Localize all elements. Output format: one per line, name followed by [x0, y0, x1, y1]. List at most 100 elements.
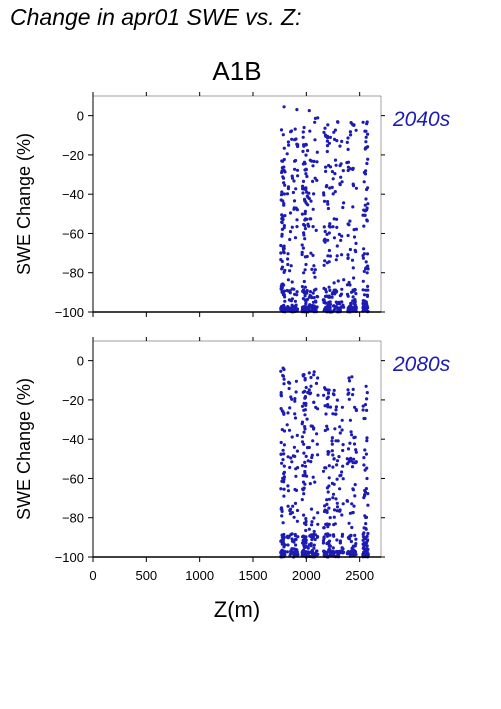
data-point [303, 294, 307, 298]
data-point [330, 449, 334, 453]
data-point [286, 185, 291, 189]
data-point [293, 416, 298, 420]
data-point [364, 550, 369, 554]
data-point [325, 139, 329, 143]
data-point [289, 264, 293, 268]
data-point [312, 271, 316, 275]
data-point [341, 169, 345, 173]
data-point [346, 447, 351, 451]
data-point [330, 442, 334, 446]
data-point [315, 160, 319, 164]
data-point [333, 306, 337, 310]
data-point [325, 184, 329, 188]
data-point [323, 404, 327, 408]
data-point [362, 180, 366, 184]
data-point [313, 120, 317, 124]
data-point [364, 384, 368, 388]
data-point [302, 541, 306, 545]
data-point [347, 280, 351, 285]
data-point [363, 537, 368, 541]
data-point [366, 186, 370, 190]
x-tick-label: 0 [89, 568, 96, 583]
data-point [364, 169, 368, 173]
data-point [282, 251, 286, 255]
data-point [314, 228, 318, 232]
data-point [280, 535, 284, 540]
data-point [308, 290, 312, 294]
data-point [282, 105, 286, 109]
data-point [362, 416, 366, 421]
data-point [330, 436, 334, 440]
data-point [331, 392, 335, 396]
data-point [306, 149, 310, 153]
data-point [288, 512, 292, 516]
data-point [326, 427, 330, 431]
data-point [340, 513, 344, 517]
data-point [295, 168, 300, 172]
data-point [335, 225, 339, 229]
data-point [283, 553, 287, 557]
data-point [366, 503, 370, 507]
y-tick-label: −80 [62, 266, 84, 281]
data-point [331, 412, 335, 416]
data-point [310, 523, 314, 527]
data-point [350, 258, 355, 262]
data-point [295, 449, 299, 453]
data-point [349, 534, 353, 538]
data-point [302, 373, 306, 377]
data-point [340, 287, 344, 291]
data-point [351, 461, 355, 465]
data-point [312, 264, 316, 268]
data-point [332, 508, 337, 512]
data-point [286, 489, 291, 493]
data-point [282, 472, 286, 476]
data-point [293, 127, 297, 131]
data-point [313, 268, 317, 272]
data-point [330, 481, 334, 485]
data-point [363, 213, 367, 217]
data-point [352, 123, 356, 127]
data-point [301, 179, 306, 183]
data-point [334, 439, 338, 443]
y-tick-label: 0 [77, 354, 84, 369]
data-point [364, 522, 368, 526]
data-point [306, 546, 310, 550]
data-point [346, 168, 350, 173]
data-point [337, 232, 341, 236]
data-point [365, 534, 369, 539]
data-point [365, 271, 369, 275]
data-point [337, 300, 341, 304]
data-point [365, 391, 369, 395]
data-point [325, 261, 329, 265]
data-point [354, 241, 358, 245]
data-point [325, 424, 329, 428]
data-point [310, 453, 314, 457]
data-point [338, 182, 342, 186]
data-point [362, 247, 366, 251]
data-point [326, 395, 330, 399]
data-point [303, 425, 307, 429]
data-point [328, 516, 332, 520]
data-point [366, 492, 370, 496]
data-point [351, 510, 355, 515]
data-point [328, 135, 332, 139]
data-point [332, 388, 336, 392]
data-point [305, 417, 309, 421]
data-point [362, 543, 366, 547]
data-point [288, 237, 292, 242]
data-point [294, 379, 298, 383]
data-point [341, 477, 345, 481]
data-point [340, 253, 344, 257]
data-point [293, 397, 297, 401]
data-point [364, 300, 368, 304]
data-point [338, 508, 342, 512]
data-point [305, 474, 309, 478]
data-point [354, 448, 358, 452]
data-point [328, 405, 333, 409]
data-point [305, 289, 309, 293]
data-point [362, 526, 366, 530]
data-point [354, 292, 358, 296]
data-point [342, 278, 346, 282]
data-point [327, 163, 331, 168]
data-point [288, 381, 292, 385]
